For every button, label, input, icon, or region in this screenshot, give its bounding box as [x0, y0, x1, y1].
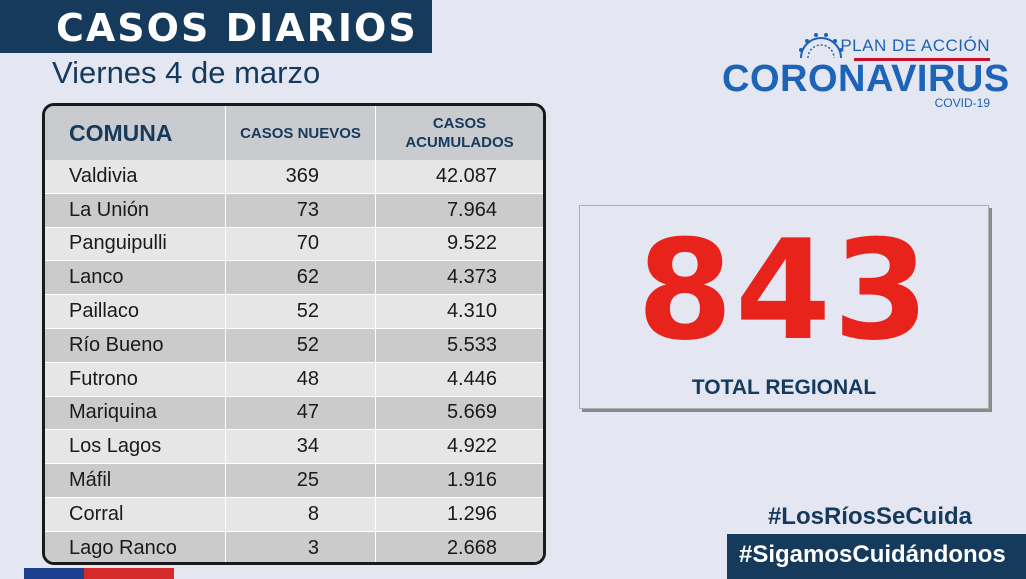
coronavirus-icon: [799, 33, 843, 59]
table-row: Futrono 48 4.446: [45, 362, 543, 397]
cell-casos-acumulados: 42.087: [376, 160, 543, 194]
table-row: Panguipulli 70 9.522: [45, 227, 543, 262]
flag-stripe-red: [84, 568, 174, 579]
cell-casos-nuevos: 47: [226, 396, 376, 431]
cell-casos-acumulados: 4.310: [376, 295, 543, 329]
header-acumulados-line1: CASOS: [432, 115, 487, 132]
table-row: Corral 8 1.296: [45, 497, 543, 532]
total-regional-box: 843 TOTAL REGIONAL: [579, 205, 989, 409]
hashtag-losrios: #LosRíosSeCuida: [767, 503, 972, 530]
logo-coronavirus-text: CORONAVIRUS: [722, 58, 1010, 100]
title-banner: CASOS DIARIOS: [0, 0, 432, 53]
cell-casos-acumulados: 1.916: [376, 464, 543, 498]
cell-casos-nuevos: 52: [226, 295, 376, 329]
plan-coronavirus-logo: PLAN DE ACCIÓN CORONAVIRUS COVID-19: [720, 30, 1009, 114]
total-label: TOTAL REGIONAL: [691, 376, 877, 399]
cell-comuna: Corral: [45, 497, 226, 532]
cell-casos-acumulados: 7.964: [376, 193, 543, 228]
cell-casos-nuevos: 70: [226, 227, 376, 262]
hashtag-sigamos: #SigamosCuidándonos: [727, 534, 1026, 579]
cell-comuna: Lanco: [45, 261, 226, 296]
cell-casos-acumulados: 5.533: [376, 328, 543, 363]
table-header: COMUNA CASOS NUEVOS CASOS ACUMULADOS: [45, 106, 543, 160]
cell-casos-acumulados: 4.446: [376, 362, 543, 397]
cell-comuna: Valdivia: [45, 160, 226, 194]
table-row: Máfil 25 1.916: [45, 464, 543, 498]
cell-casos-acumulados: 1.296: [376, 497, 543, 532]
cell-comuna: Mariquina: [45, 396, 226, 431]
cell-comuna: Los Lagos: [45, 430, 226, 465]
table-row: Lanco 62 4.373: [45, 261, 543, 296]
cell-casos-nuevos: 48: [226, 362, 376, 397]
cell-casos-nuevos: 34: [226, 430, 376, 465]
logo-underline: [854, 58, 990, 61]
header-acumulados-line2: ACUMULADOS: [405, 134, 514, 151]
cell-casos-nuevos: 62: [226, 261, 376, 296]
table-row: Río Bueno 52 5.533: [45, 328, 543, 363]
cell-casos-nuevos: 369: [226, 160, 376, 194]
cases-table: COMUNA CASOS NUEVOS CASOS ACUMULADOS Val…: [42, 103, 546, 565]
cell-casos-acumulados: 4.373: [376, 261, 543, 296]
cell-casos-nuevos: 8: [226, 497, 376, 532]
cell-comuna: Futrono: [45, 362, 226, 397]
table-row: Lago Ranco 3 2.668: [45, 531, 543, 562]
table-row: La Unión 73 7.964: [45, 193, 543, 228]
cell-casos-nuevos: 73: [226, 193, 376, 228]
header-comuna: COMUNA: [45, 106, 226, 160]
cell-comuna: La Unión: [45, 193, 226, 228]
cell-comuna: Panguipulli: [45, 227, 226, 262]
cell-casos-acumulados: 5.669: [376, 396, 543, 431]
total-value: 843: [636, 210, 932, 371]
cell-comuna: Máfil: [45, 464, 226, 498]
cell-comuna: Paillaco: [45, 295, 226, 329]
logo-covid-text: COVID-19: [934, 96, 990, 110]
table-body: Valdivia 369 42.087 La Unión 73 7.964 Panguipu…: [45, 160, 543, 562]
cell-casos-nuevos: 25: [226, 464, 376, 498]
cell-casos-acumulados: 4.922: [376, 430, 543, 465]
cell-casos-acumulados: 2.668: [376, 531, 543, 562]
cell-comuna: Lago Ranco: [45, 531, 226, 562]
cell-casos-nuevos: 52: [226, 328, 376, 363]
logo-plan-text: PLAN DE ACCIÓN: [840, 36, 990, 55]
cell-casos-nuevos: 3: [226, 531, 376, 562]
cell-casos-acumulados: 9.522: [376, 227, 543, 262]
header-casos-nuevos: CASOS NUEVOS: [226, 106, 376, 160]
header-casos-acumulados: CASOS ACUMULADOS: [376, 106, 543, 160]
page-title: CASOS DIARIOS: [56, 6, 418, 50]
table-row: Mariquina 47 5.669: [45, 396, 543, 431]
flag-stripe-blue: [24, 568, 84, 579]
table-row: Paillaco 52 4.310: [45, 295, 543, 329]
cell-comuna: Río Bueno: [45, 328, 226, 363]
table-row: Los Lagos 34 4.922: [45, 430, 543, 465]
table-row: Valdivia 369 42.087: [45, 160, 543, 194]
date-subtitle: Viernes 4 de marzo: [52, 55, 321, 90]
